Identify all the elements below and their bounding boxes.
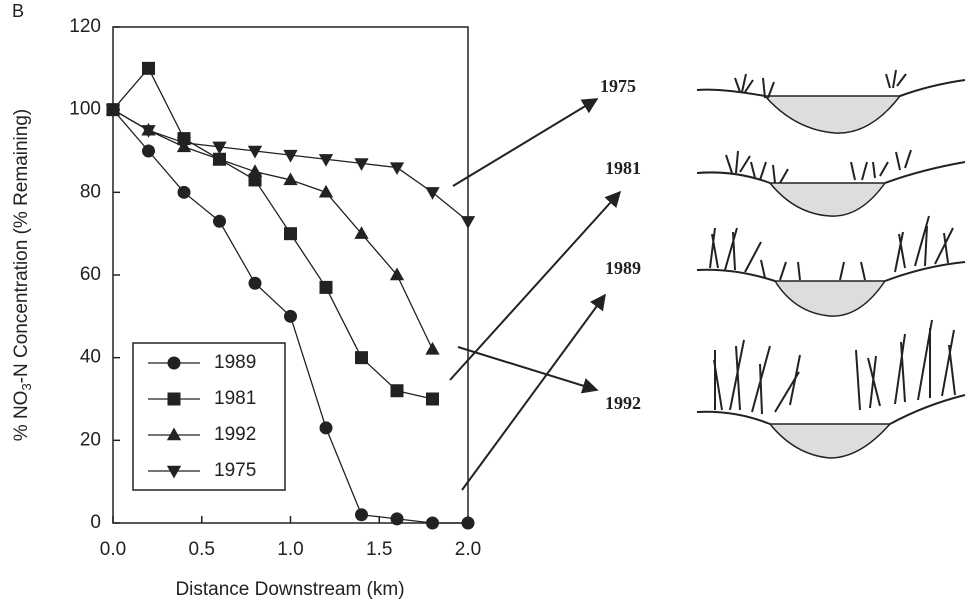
legend-label: 1992 (214, 424, 256, 445)
y-tick-label: 60 (80, 264, 101, 285)
point (461, 216, 475, 229)
point (426, 517, 439, 530)
panel-label: B (12, 1, 24, 21)
series-line (113, 110, 433, 350)
annotation: 1989 (605, 258, 641, 278)
point (142, 62, 155, 75)
annotation: 1975 (600, 76, 636, 96)
point (142, 145, 155, 158)
point (391, 384, 404, 397)
point (249, 277, 262, 290)
x-tick-label: 1.0 (277, 539, 303, 560)
legend-marker (168, 357, 181, 370)
point (178, 186, 191, 199)
legend-label: 1989 (214, 352, 256, 373)
point (213, 215, 226, 228)
x-tick-label: 0.5 (189, 539, 215, 560)
arrow (453, 99, 597, 186)
annotation: 1981 (605, 158, 641, 178)
point (320, 421, 333, 434)
point (425, 342, 439, 355)
y-title-sub: 3 (19, 383, 34, 390)
legend-marker (168, 393, 181, 406)
x-tick-label: 1.5 (366, 539, 392, 560)
point (390, 162, 404, 175)
legend-label: 1981 (214, 388, 256, 409)
point (284, 310, 297, 323)
y-tick-label: 20 (80, 429, 101, 450)
legend (133, 343, 285, 490)
point (425, 187, 439, 200)
point (355, 508, 368, 521)
y-axis-title: % NO3-N Concentration (% Remaining) (11, 109, 34, 441)
point (284, 227, 297, 240)
y-title-part: -N Concentration (% Remaining) (11, 109, 32, 384)
figure: B Distance Downstream (km) % NO3-N Conce… (0, 0, 970, 606)
point (391, 512, 404, 525)
y-tick-label: 80 (80, 181, 101, 202)
y-tick-label: 100 (69, 99, 101, 120)
y-tick-label: 0 (90, 512, 101, 533)
x-tick-label: 2.0 (455, 539, 481, 560)
point (320, 281, 333, 294)
legend-box (133, 343, 285, 490)
point (355, 351, 368, 364)
legend-label: 1975 (214, 460, 256, 481)
arrow (458, 347, 597, 390)
y-tick-label: 40 (80, 347, 101, 368)
x-axis-title: Distance Downstream (km) (175, 579, 404, 600)
point (462, 517, 475, 530)
series-line (113, 110, 468, 222)
annotation: 1992 (605, 393, 641, 413)
y-tick-label: 120 (69, 16, 101, 37)
arrow (462, 295, 605, 490)
x-tick-label: 0.0 (100, 539, 126, 560)
point (426, 393, 439, 406)
illustration (697, 70, 965, 458)
y-title-part: % NO (11, 391, 32, 442)
